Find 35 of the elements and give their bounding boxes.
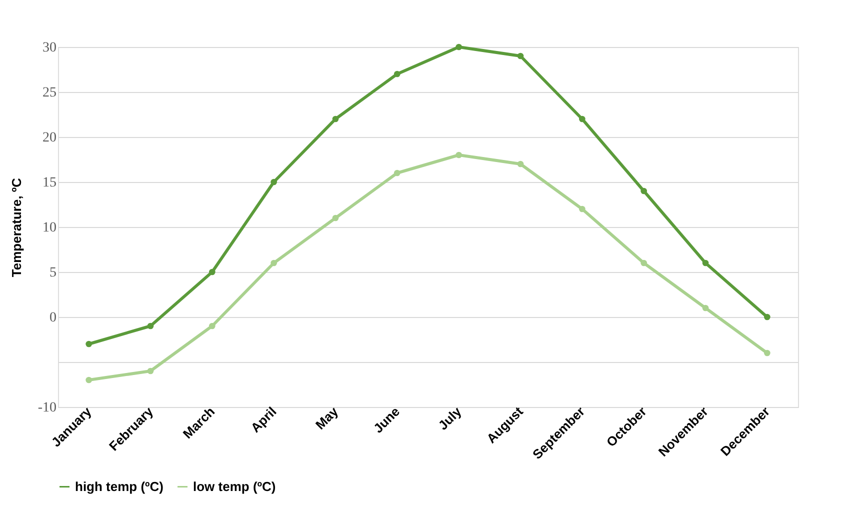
point [640, 260, 647, 266]
point [579, 206, 586, 212]
y-tick-label: 30 [42, 40, 56, 56]
y-tick-label: 0 [50, 310, 56, 326]
point [209, 322, 216, 330]
point [764, 314, 770, 320]
point [579, 116, 586, 122]
y-tick-label: 25 [42, 86, 56, 100]
point [332, 116, 339, 122]
point [270, 260, 277, 266]
point [764, 350, 770, 356]
point [394, 70, 400, 78]
point [147, 322, 154, 330]
x-tick-label: May [312, 403, 342, 432]
y-axis-title: Temperature, ºC [8, 177, 24, 278]
point [517, 160, 524, 168]
point [147, 368, 154, 374]
point [456, 152, 462, 158]
point [270, 178, 277, 186]
point [86, 376, 92, 384]
legend-label: high temp (ºC) [75, 478, 164, 494]
point [394, 170, 400, 176]
point [702, 260, 709, 266]
point [332, 214, 339, 222]
y-tick-label: 15 [42, 176, 56, 190]
point [209, 268, 216, 276]
y-tick-label: 5 [50, 266, 56, 280]
point [456, 44, 462, 50]
point [517, 52, 524, 60]
y-tick-label: 20 [42, 130, 56, 146]
legend-label: low temp (ºC) [193, 478, 276, 494]
point [702, 304, 709, 312]
y-tick-label: 10 [42, 220, 56, 236]
point [640, 188, 647, 194]
point [86, 340, 92, 348]
